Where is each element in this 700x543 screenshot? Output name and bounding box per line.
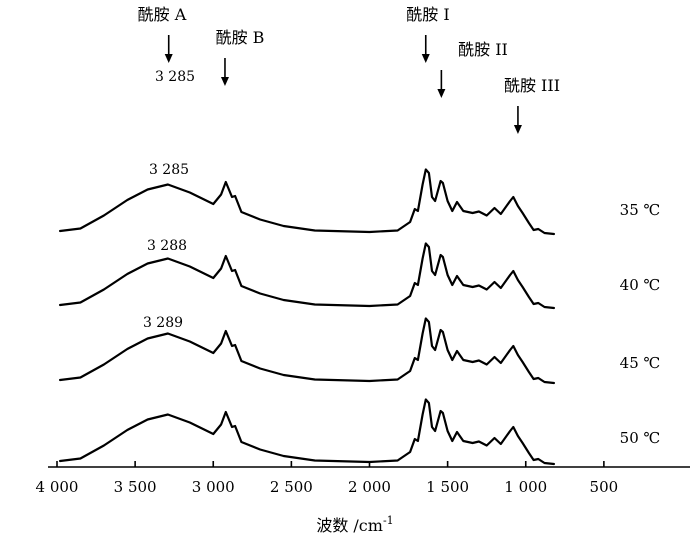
x-axis: 4 000 3 500 3 000 2 500 2 000 1 500 1 000 500 — [36, 461, 690, 496]
band-label: 酰胺 A — [138, 5, 187, 24]
x-tick-label: 1 000 — [504, 478, 547, 496]
amide-a-peak-label: 3 288 — [147, 238, 187, 254]
band-arrow-head — [437, 89, 446, 98]
x-tick-label: 3 500 — [114, 478, 157, 496]
temperature-labels: 35 ℃ 40 ℃ 45 ℃ 50 ℃ — [620, 201, 661, 447]
temperature-label: 50 ℃ — [620, 429, 661, 447]
spectrum-line-4 — [59, 398, 555, 466]
spectrum-line-3 — [59, 317, 555, 385]
x-axis-title: 波数 /cm-1 — [316, 514, 393, 535]
amide-a-peak-label: 3 285 — [155, 69, 195, 85]
spectrum-line-2 — [59, 242, 555, 310]
spectrum-line-1 — [59, 168, 555, 236]
band-arrow-head — [513, 125, 522, 134]
x-axis-title-text: 波数 /cm — [316, 516, 383, 535]
band-label: 酰胺 B — [216, 28, 265, 47]
spectra-layer: 3 285 3 285 3 288 3 289 — [59, 69, 555, 466]
band-label: 酰胺 I — [406, 5, 449, 24]
x-tick-label: 2 500 — [270, 478, 313, 496]
x-tick-label: 1 500 — [426, 478, 469, 496]
band-arrow-head — [220, 77, 229, 86]
x-axis-title-superscript: -1 — [383, 514, 394, 527]
amide-a-peak-label: 3 289 — [143, 315, 183, 331]
band-label: 酰胺 III — [504, 76, 560, 95]
x-tick-label: 3 000 — [192, 478, 235, 496]
band-annotations: 酰胺 A 酰胺 B 酰胺 I 酰胺 II 酰胺 III — [138, 5, 560, 134]
band-label: 酰胺 II — [458, 40, 508, 59]
x-tick-label: 2 000 — [348, 478, 391, 496]
temperature-label: 40 ℃ — [620, 276, 661, 294]
temperature-label: 35 ℃ — [620, 201, 661, 219]
x-tick-label: 500 — [590, 478, 619, 496]
x-tick-label: 4 000 — [36, 478, 79, 496]
temperature-label: 45 ℃ — [620, 354, 661, 372]
amide-a-peak-label: 3 285 — [149, 162, 189, 178]
band-arrow-head — [421, 54, 430, 63]
band-arrow-head — [164, 54, 173, 63]
